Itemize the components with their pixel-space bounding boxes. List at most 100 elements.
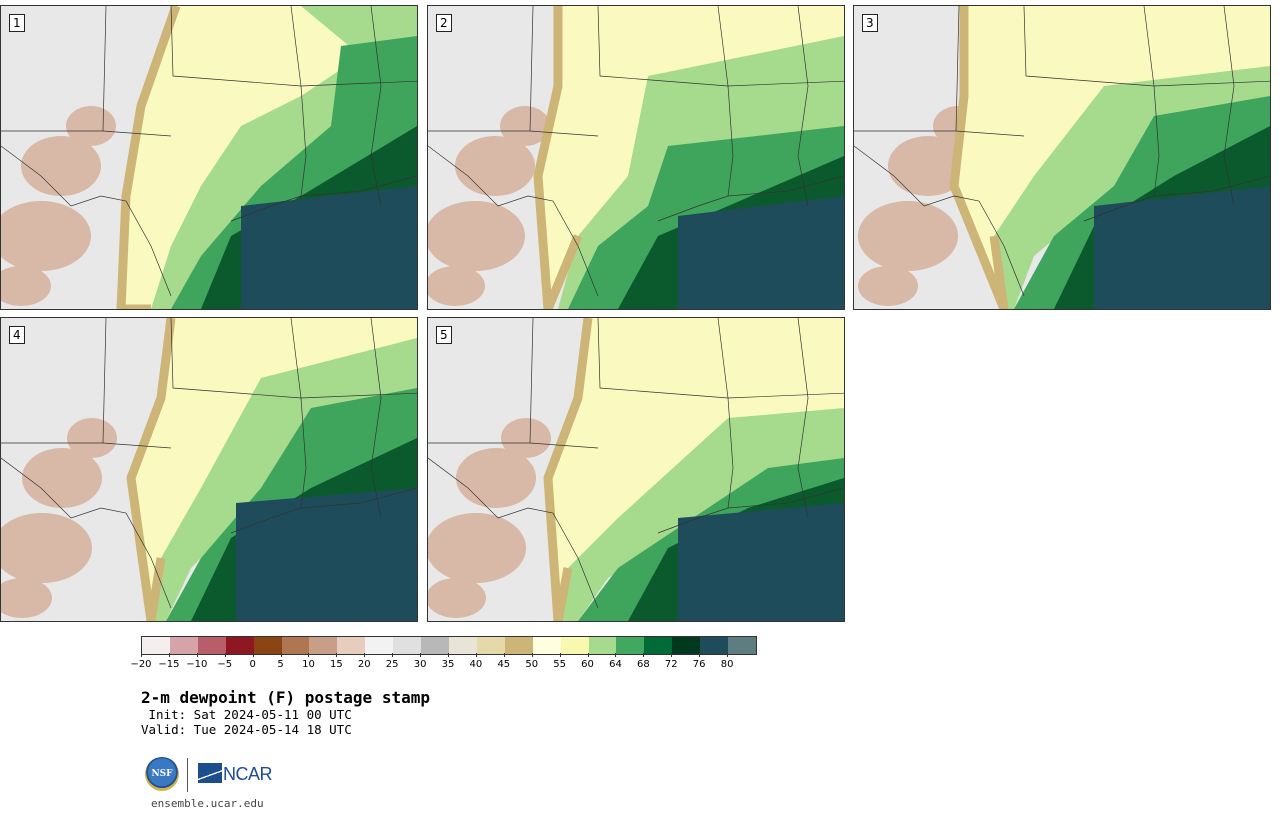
colorbar-tick-label: 68: [636, 659, 650, 670]
colorbar-tick-mark: [141, 653, 142, 657]
dewpoint-map-1: [1, 6, 417, 309]
boundary-line: [300, 85, 307, 197]
colorbar-tick-mark: [671, 653, 673, 657]
colorbar-ticks: −20 −15 −10 −5 0 5 10 15 20 25 30 35 40 45 50 55 60 64 68 7…: [130, 653, 757, 673]
colorbar-tick-mark: [475, 653, 477, 657]
dry-patch: [455, 136, 535, 196]
dewpoint-region-gulf: [236, 488, 417, 621]
boundary-line: [102, 318, 107, 444]
dry-patch: [456, 448, 536, 508]
dry-patch: [428, 266, 485, 306]
boundary-line: [1223, 6, 1235, 207]
colorbar-swatch: [169, 637, 198, 654]
colorbar-tick-mark: [364, 653, 366, 657]
dewpoint-map-5: [428, 318, 844, 621]
ncar-logo-text: NCAR: [223, 764, 273, 784]
dry-patch: [1, 513, 92, 583]
colorbar-swatch: [588, 637, 617, 654]
dewpoint-map-2: [428, 6, 844, 309]
panel-number: 3: [862, 14, 878, 32]
dry-patch: [858, 266, 918, 306]
boundary-line: [1153, 85, 1160, 197]
nsf-logo-text: NSF: [151, 769, 173, 779]
ncar-mark-icon: [198, 763, 222, 783]
boundary-line: [1143, 6, 1155, 87]
boundary-line: [657, 487, 844, 534]
colorbar-tick-label: 35: [441, 659, 455, 670]
colorbar-tick-mark: [224, 653, 226, 657]
dry-patch: [428, 578, 486, 618]
boundary-line: [370, 318, 382, 519]
colorbar-swatch: [225, 637, 254, 654]
dryline-band: [543, 318, 593, 621]
boundary-line: [230, 487, 417, 534]
site-url: ensemble.ucar.edu: [151, 797, 264, 810]
colorbar-swatch: [448, 637, 477, 654]
dry-patch: [66, 106, 116, 146]
colorbar-swatch: [337, 637, 366, 654]
dry-patch: [858, 201, 958, 271]
boundary-line: [727, 397, 734, 509]
logos: NSF NCAR: [145, 757, 275, 793]
colorbar-tick-label: −15: [158, 659, 180, 670]
colorbar-swatch: [393, 637, 422, 654]
colorbar-swatch: [476, 637, 505, 654]
boundary-line: [854, 145, 1025, 297]
dry-patch: [888, 136, 968, 196]
dry-patch: [1, 201, 91, 271]
dryline-band: [126, 318, 176, 621]
boundary-line: [727, 85, 734, 197]
colorbar-tick-label: 55: [553, 659, 566, 670]
colorbar-tick-mark: [643, 653, 645, 657]
init-time: Init: Sat 2024-05-11 00 UTC: [141, 707, 352, 722]
boundary-line: [797, 318, 809, 519]
dryline-band: [949, 6, 1009, 309]
colorbar-tick-label: 60: [581, 659, 594, 670]
colorbar-tick-label: −5: [217, 659, 233, 670]
colorbar-tick-label: 72: [664, 659, 678, 670]
colorbar-swatch: [532, 637, 561, 654]
boundary-line: [170, 6, 417, 87]
dewpoint-region-yellow: [131, 318, 417, 621]
colorbar-tick-label: 10: [302, 659, 315, 670]
colorbar-tick-mark: [559, 653, 561, 657]
ncar-logo: NCAR: [198, 763, 274, 785]
colorbar-tick-label: 45: [497, 659, 511, 670]
dry-patch: [501, 418, 551, 458]
colorbar-tick-mark: [308, 653, 310, 657]
boundary-line: [529, 6, 534, 132]
colorbar-tick-label: 25: [385, 659, 399, 670]
boundary-line: [797, 6, 809, 207]
boundary-line: [428, 442, 599, 449]
colorbar-swatch: [728, 637, 756, 654]
colorbar-tick-mark: [392, 653, 394, 657]
colorbar: [141, 636, 757, 655]
dryline-band: [116, 6, 181, 309]
colorbar-tick-mark: [336, 653, 338, 657]
stamp-panel-2: 2: [427, 5, 845, 310]
boundary-line: [1083, 175, 1270, 222]
colorbar-tick-label: −10: [186, 659, 208, 670]
boundary-line: [955, 6, 960, 132]
colorbar-swatch: [700, 637, 729, 654]
dewpoint-region-yellow: [121, 6, 381, 309]
boundary-line: [300, 397, 307, 509]
boundary-line: [370, 6, 382, 207]
boundary-line: [1, 130, 172, 137]
panel-number: 4: [9, 326, 25, 344]
stamp-panel-3: 3: [853, 5, 1271, 310]
dewpoint-region-gulf: [1094, 186, 1270, 309]
colorbar-tick-label: 30: [413, 659, 427, 670]
dryline-band: [533, 6, 583, 309]
boundary-line: [1023, 6, 1270, 87]
colorbar-swatch: [560, 637, 589, 654]
colorbar-swatch: [197, 637, 226, 654]
boundary-line: [1, 145, 172, 297]
boundary-line: [657, 175, 844, 222]
colorbar-tick-label: 0: [249, 659, 256, 670]
colorbar-tick-label: 15: [329, 659, 343, 670]
boundary-line: [428, 145, 599, 297]
colorbar-tick-mark: [196, 653, 198, 657]
dewpoint-region-gulf: [678, 503, 844, 621]
boundary-line: [717, 6, 729, 87]
